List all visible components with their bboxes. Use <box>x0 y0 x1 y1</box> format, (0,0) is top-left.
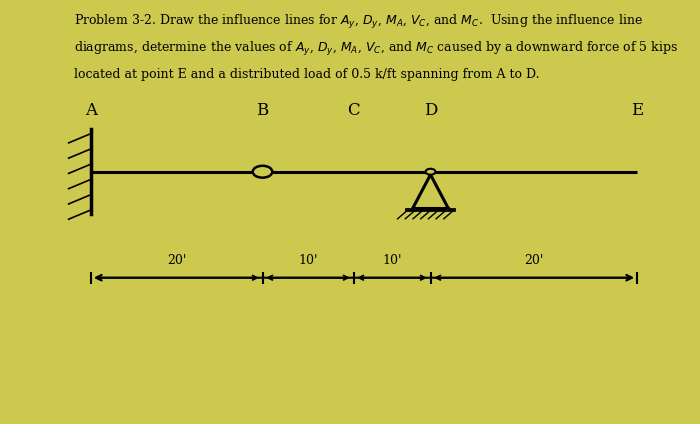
Text: 10': 10' <box>382 254 402 267</box>
Text: B: B <box>256 102 269 119</box>
Text: 10': 10' <box>298 254 318 267</box>
Text: 20': 20' <box>524 254 543 267</box>
Circle shape <box>426 169 435 175</box>
Text: 20': 20' <box>167 254 186 267</box>
Text: E: E <box>631 102 643 119</box>
Text: C: C <box>347 102 360 119</box>
Text: D: D <box>424 102 438 119</box>
Text: Problem 3-2. Draw the influence lines for $A_y$, $D_y$, $M_A$, $V_C$, and $M_C$.: Problem 3-2. Draw the influence lines fo… <box>74 13 643 31</box>
Text: located at point E and a distributed load of 0.5 k/ft spanning from A to D.: located at point E and a distributed loa… <box>74 68 539 81</box>
Text: A: A <box>85 102 97 119</box>
Text: diagrams, determine the values of $A_y$, $D_y$, $M_A$, $V_C$, and $M_C$ caused b: diagrams, determine the values of $A_y$,… <box>74 40 678 58</box>
Circle shape <box>253 166 272 178</box>
